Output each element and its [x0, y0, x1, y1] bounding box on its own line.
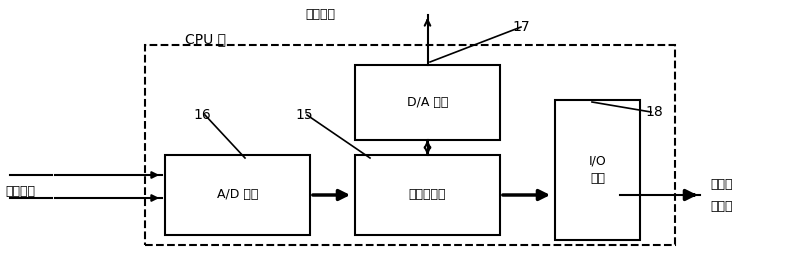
Text: 各功能: 各功能	[710, 178, 733, 191]
Bar	[165, 155, 310, 235]
Text: A/D 模块: A/D 模块	[217, 189, 258, 202]
Bar	[145, 45, 675, 245]
Text: 电路板: 电路板	[710, 200, 733, 213]
Text: 15: 15	[295, 108, 313, 122]
Text: D/A 模块: D/A 模块	[407, 96, 448, 109]
Bar	[555, 100, 640, 240]
Text: 18: 18	[645, 105, 662, 119]
Text: 模拟信号: 模拟信号	[5, 185, 35, 198]
Bar	[355, 155, 500, 235]
Text: CPU 板: CPU 板	[185, 32, 226, 46]
Text: 单片机模块: 单片机模块	[409, 189, 446, 202]
Text: 17: 17	[512, 20, 530, 34]
Text: 16: 16	[193, 108, 210, 122]
Text: 模拟信号: 模拟信号	[305, 8, 335, 21]
Bar	[355, 65, 500, 140]
Text: I/O
模块: I/O 模块	[589, 155, 606, 185]
